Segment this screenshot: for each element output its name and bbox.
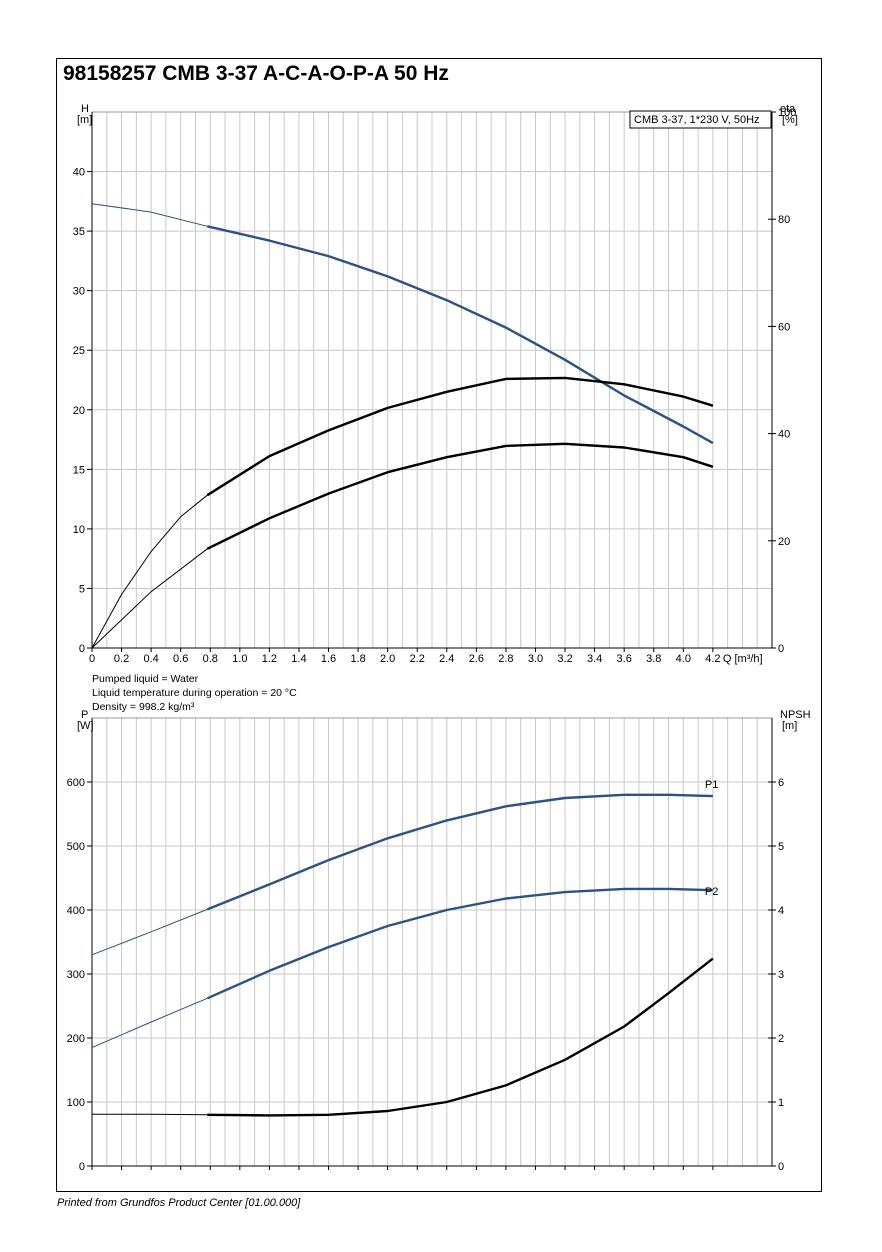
left-tick-label: 200 bbox=[67, 1033, 85, 1045]
x-tick-label: 0.6 bbox=[173, 653, 188, 665]
series-label: P1 bbox=[705, 779, 718, 791]
series-line-thin bbox=[91, 548, 208, 649]
footer-note: Printed from Grundfos Product Center [01… bbox=[57, 1197, 301, 1209]
left-tick-label: 600 bbox=[67, 777, 85, 789]
legend-border bbox=[629, 110, 772, 129]
right-axis-label: [%] bbox=[782, 114, 798, 126]
left-tick-label: 300 bbox=[67, 969, 85, 981]
left-axis-label: [m] bbox=[77, 114, 92, 126]
left-tick-label: 500 bbox=[67, 841, 85, 853]
left-tick-label: 400 bbox=[67, 905, 85, 917]
series-line-thick bbox=[206, 887, 713, 1000]
x-tick-label: 1.0 bbox=[232, 653, 247, 665]
liquid-note: Liquid temperature during operation = 20… bbox=[92, 687, 297, 699]
x-tick-label: 2.4 bbox=[439, 653, 454, 665]
x-tick-label: 2.8 bbox=[498, 653, 513, 665]
x-tick-label: 3.8 bbox=[646, 653, 661, 665]
left-tick-label: 40 bbox=[73, 167, 85, 179]
left-tick-label: 100 bbox=[67, 1097, 85, 1109]
x-tick-label: 3.4 bbox=[587, 653, 602, 665]
left-axis-label: H bbox=[81, 103, 89, 115]
series-line-thick bbox=[206, 442, 714, 550]
left-tick-label: 30 bbox=[73, 286, 85, 298]
x-tick-label: 4.0 bbox=[676, 653, 691, 665]
page-title: 98158257 CMB 3-37 A-C-A-O-P-A 50 Hz bbox=[63, 62, 449, 85]
right-tick-label: 5 bbox=[778, 841, 784, 853]
right-tick-label: 0 bbox=[778, 1161, 784, 1173]
x-tick-label: 1.6 bbox=[321, 653, 336, 665]
x-tick-label: 1.4 bbox=[291, 653, 306, 665]
legend-text: CMB 3-37, 1*230 V, 50Hz bbox=[634, 114, 760, 126]
left-tick-label: 0 bbox=[79, 643, 85, 655]
right-tick-label: 60 bbox=[778, 321, 790, 333]
series-line-thick bbox=[207, 225, 714, 445]
x-tick-label: 1.2 bbox=[262, 653, 277, 665]
right-tick-label: 40 bbox=[778, 429, 790, 441]
x-tick-label: 0 bbox=[89, 653, 95, 665]
series-line-thick bbox=[207, 957, 714, 1117]
series-line-thin bbox=[91, 203, 208, 227]
left-tick-label: 5 bbox=[79, 583, 85, 595]
series-line-thick bbox=[206, 376, 714, 497]
right-tick-label: 20 bbox=[778, 536, 790, 548]
left-tick-label: 0 bbox=[79, 1161, 85, 1173]
right-tick-label: 1 bbox=[778, 1097, 784, 1109]
series-line-thin bbox=[91, 997, 208, 1049]
page-frame bbox=[56, 58, 822, 1192]
series-line-thin bbox=[92, 1113, 208, 1116]
x-axis-label: Q [m³/h] bbox=[723, 653, 763, 665]
x-tick-label: 0.8 bbox=[203, 653, 218, 665]
x-tick-label: 1.8 bbox=[350, 653, 365, 665]
x-tick-label: 2.6 bbox=[469, 653, 484, 665]
series-line-thin bbox=[91, 908, 208, 956]
x-tick-label: 4.2 bbox=[705, 653, 720, 665]
x-tick-label: 0.2 bbox=[114, 653, 129, 665]
left-tick-label: 35 bbox=[73, 226, 85, 238]
right-tick-label: 2 bbox=[778, 1033, 784, 1045]
right-tick-label: 80 bbox=[778, 214, 790, 226]
right-tick-label: 0 bbox=[778, 643, 784, 655]
x-tick-label: 3.2 bbox=[557, 653, 572, 665]
left-axis-label: P bbox=[81, 709, 88, 721]
right-axis-label: [m] bbox=[782, 720, 797, 732]
series-line-thin bbox=[91, 494, 208, 649]
left-tick-label: 25 bbox=[73, 345, 85, 357]
liquid-note: Pumped liquid = Water bbox=[92, 673, 199, 685]
x-tick-label: 0.4 bbox=[143, 653, 158, 665]
left-axis-label: [W] bbox=[77, 720, 94, 732]
right-tick-label: 3 bbox=[778, 969, 784, 981]
right-tick-label: 4 bbox=[778, 905, 784, 917]
right-tick-label: 100 bbox=[778, 107, 796, 119]
legend-box: CMB 3-37, 1*230 V, 50Hz bbox=[629, 110, 772, 129]
right-axis-label: NPSH bbox=[780, 709, 811, 721]
right-tick-label: 6 bbox=[778, 777, 784, 789]
series-line-thick bbox=[206, 793, 713, 911]
left-tick-label: 15 bbox=[73, 464, 85, 476]
right-axis-label: eta bbox=[780, 103, 796, 115]
left-tick-label: 20 bbox=[73, 405, 85, 417]
x-tick-label: 3.0 bbox=[528, 653, 543, 665]
x-tick-label: 2.2 bbox=[410, 653, 425, 665]
left-tick-label: 10 bbox=[73, 524, 85, 536]
liquid-note: Density = 998.2 kg/m³ bbox=[92, 701, 195, 713]
x-tick-label: 3.6 bbox=[617, 653, 632, 665]
series-label: P2 bbox=[705, 886, 718, 898]
x-tick-label: 2.0 bbox=[380, 653, 395, 665]
